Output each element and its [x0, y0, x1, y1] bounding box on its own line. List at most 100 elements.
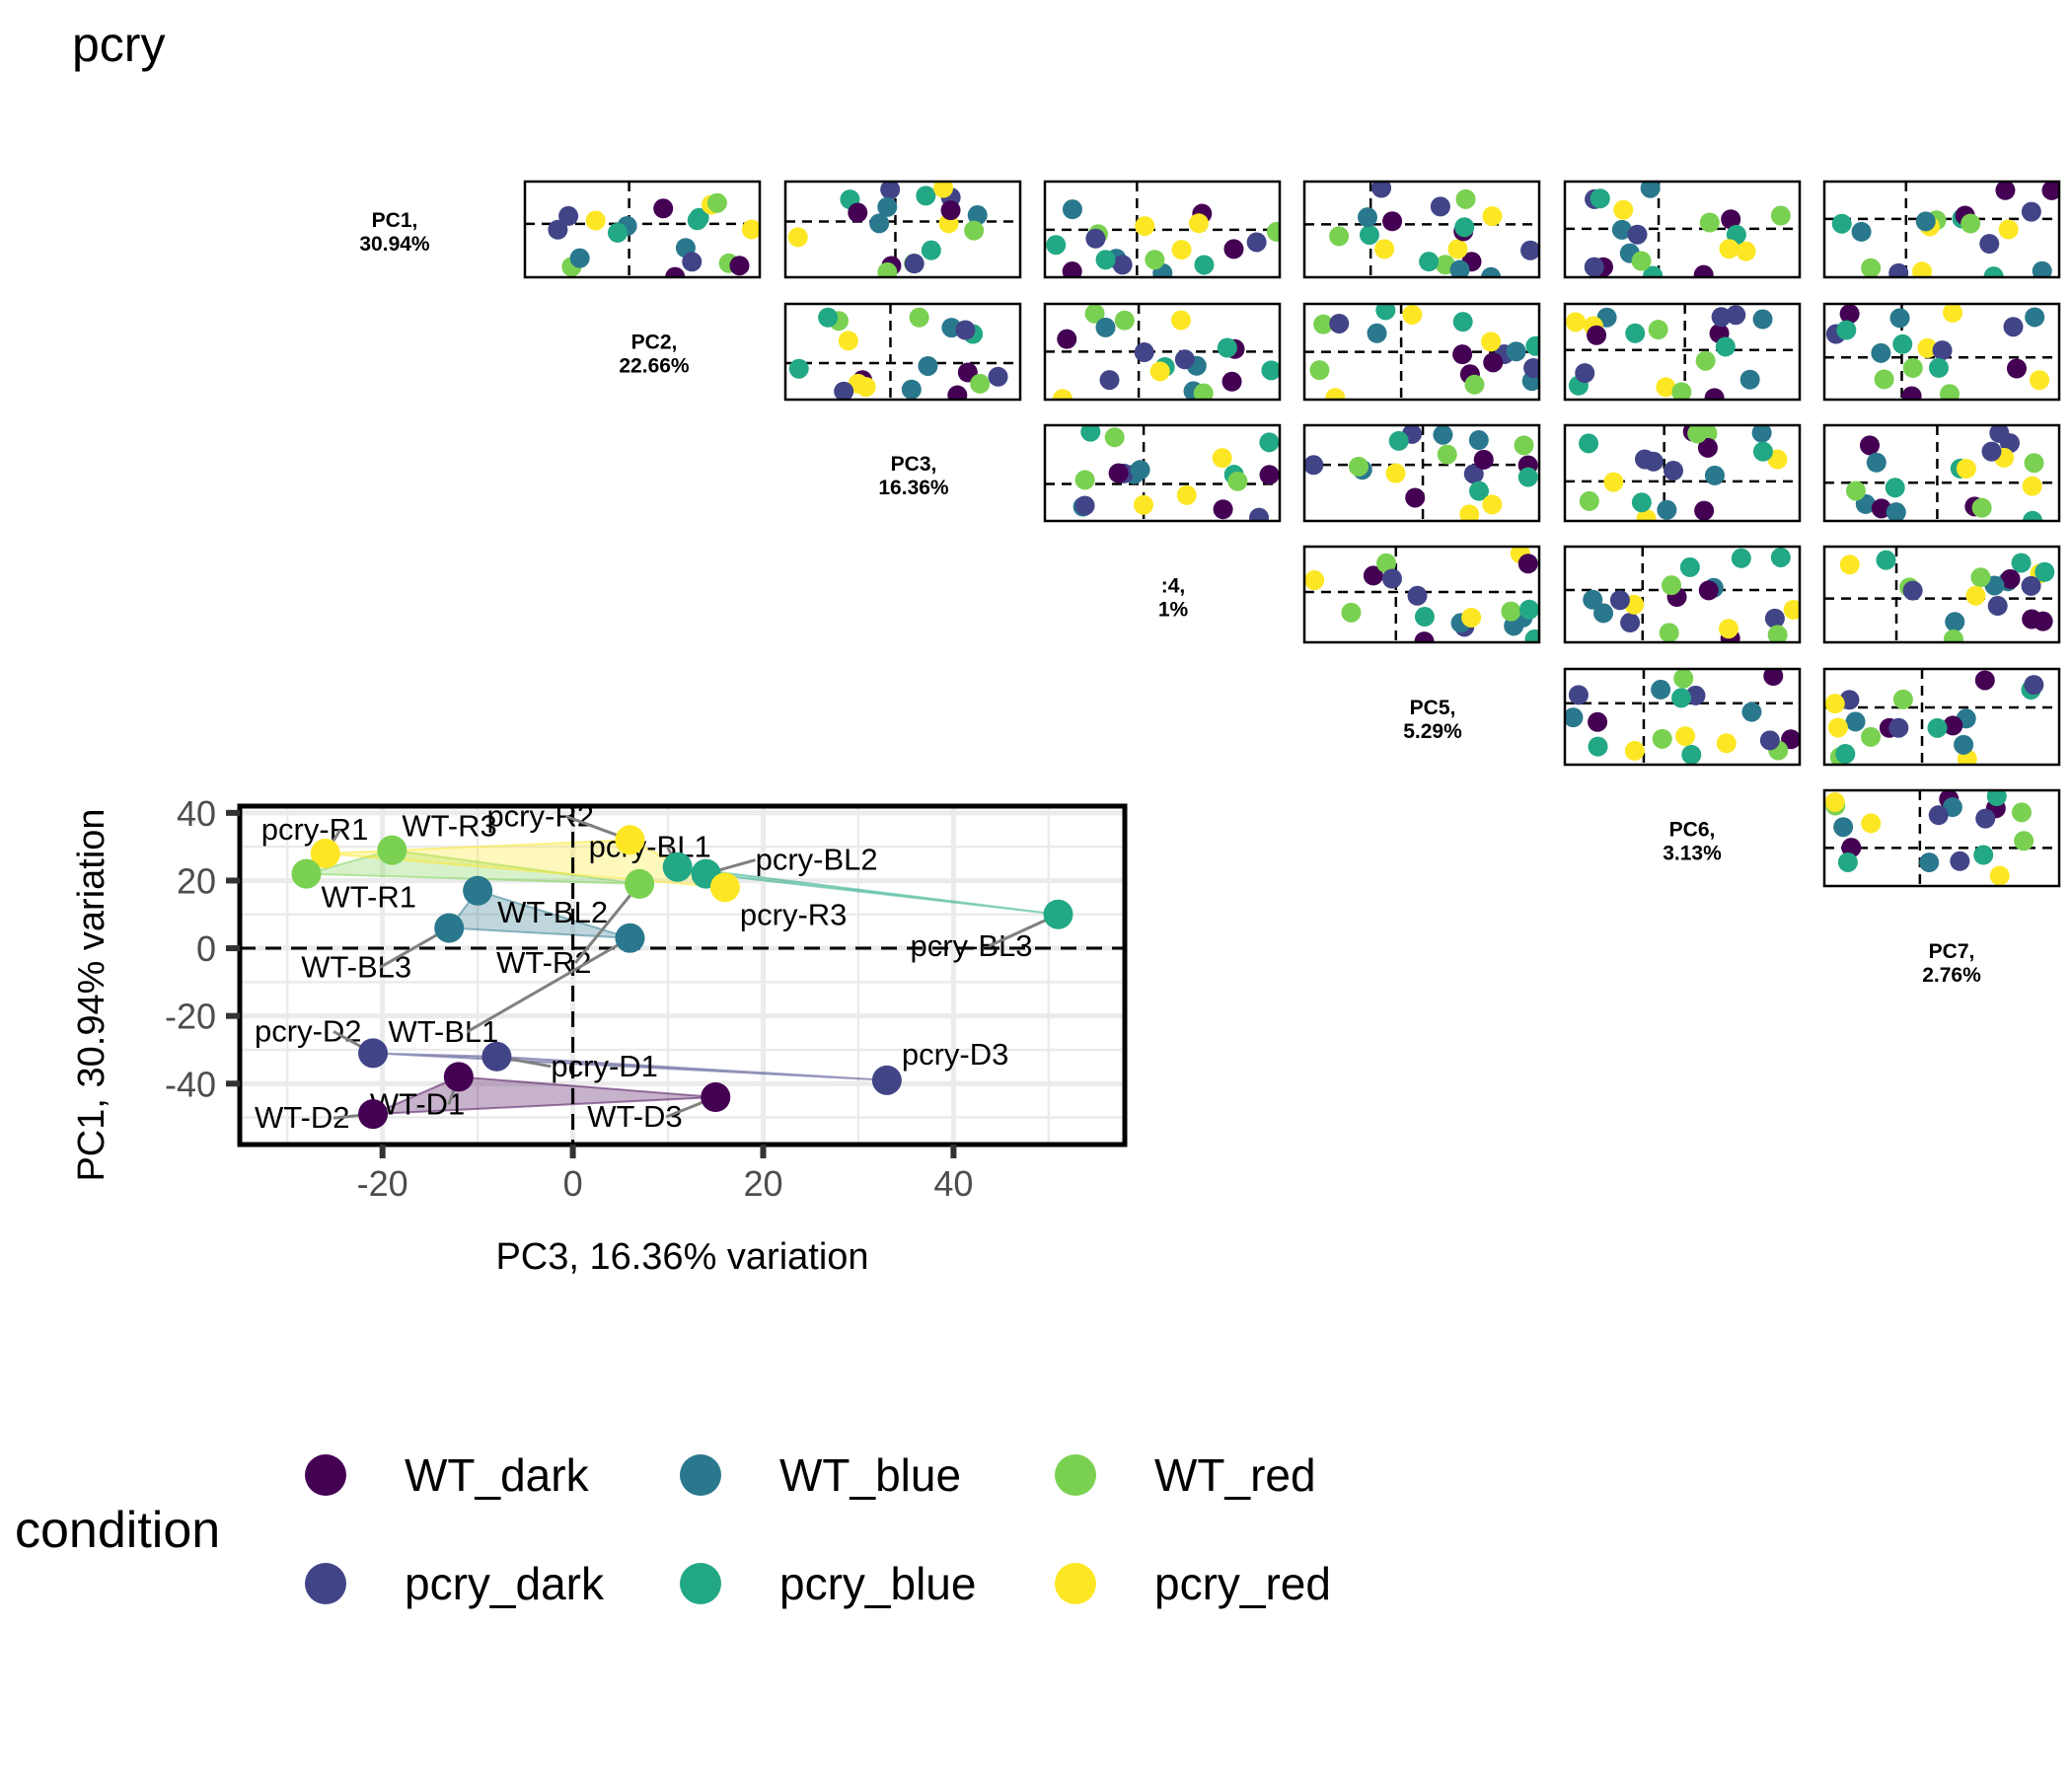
mini-point	[2041, 182, 2059, 200]
mini-point	[1385, 463, 1406, 483]
mini-point	[1482, 494, 1503, 515]
mini-point	[1359, 225, 1379, 246]
pairs-cell	[1302, 302, 1541, 402]
mini-point	[1108, 463, 1129, 483]
mini-point	[1212, 448, 1232, 469]
mini-point	[1170, 310, 1191, 331]
y-tick-label: 40	[177, 793, 216, 834]
mini-point	[1052, 389, 1073, 400]
mini-point	[1659, 623, 1679, 642]
pc-percent: 1%	[1158, 599, 1189, 622]
mini-point	[1965, 585, 1986, 606]
mini-point	[1084, 304, 1105, 324]
mini-point	[1452, 344, 1473, 365]
cell-border	[1822, 180, 2061, 279]
legend-swatch	[1055, 1454, 1096, 1496]
mini-point	[1329, 313, 1350, 333]
cell-border	[1302, 180, 1541, 279]
mini-point	[1194, 255, 1215, 275]
pc-diagonal-label: PC1,30.94%	[359, 209, 430, 256]
mini-point	[1104, 427, 1125, 448]
mini-point	[1367, 323, 1387, 343]
mini-point	[877, 261, 898, 277]
mini-point	[682, 252, 703, 272]
mini-point	[1759, 730, 1780, 751]
mini-point	[1566, 312, 1587, 333]
mini-point	[1675, 726, 1696, 747]
legend: condition WT_dark WT_blue WT_red pcry_dark p…	[15, 1449, 1331, 1609]
mini-point	[1943, 629, 1963, 642]
mini-point	[1112, 255, 1133, 275]
mini-point	[1261, 360, 1280, 381]
mini-point	[1719, 239, 1739, 259]
mini-point	[1716, 733, 1737, 754]
cell-border	[1563, 423, 1802, 523]
mini-point	[2011, 802, 2032, 823]
mini-point	[1482, 206, 1503, 227]
legend-label: WT_blue	[779, 1449, 961, 1501]
mini-point	[1481, 266, 1502, 277]
mini-point	[947, 385, 968, 400]
mini-point	[1213, 499, 1233, 520]
mini-point	[1171, 240, 1192, 260]
legend-entry: WT_blue	[680, 1449, 961, 1501]
point-label: WT-BL3	[301, 949, 411, 984]
mini-point	[1134, 494, 1154, 515]
mini-point	[1764, 608, 1785, 629]
data-point	[310, 839, 340, 869]
legend-entry: WT_red	[1055, 1449, 1316, 1501]
cell-border	[783, 302, 1022, 402]
mini-point	[1517, 467, 1538, 487]
mini-point	[1309, 360, 1330, 381]
mini-point	[1313, 314, 1334, 334]
data-point	[443, 1062, 474, 1092]
mini-point	[1635, 449, 1656, 470]
pairs-cell	[783, 180, 1022, 279]
mini-point	[1611, 219, 1632, 240]
mini-point	[1892, 689, 1913, 709]
cell-border	[523, 180, 762, 279]
mini-point	[1911, 261, 1932, 277]
mini-point	[1525, 335, 1539, 356]
data-point	[463, 875, 493, 906]
mini-point	[1402, 304, 1423, 325]
mini-point	[1501, 601, 1521, 622]
mini-point	[1514, 435, 1534, 456]
mini-point	[1824, 694, 1845, 714]
point-label: WT-R3	[402, 809, 496, 844]
mini-point	[877, 196, 898, 217]
mini-point	[1437, 444, 1457, 465]
mini-point	[904, 254, 925, 274]
pc-percent: 16.36%	[878, 477, 949, 499]
mini-point	[1783, 599, 1800, 620]
data-point	[701, 1081, 731, 1112]
mini-point	[1770, 547, 1791, 567]
mini-point	[1663, 461, 1683, 481]
mini-point	[1721, 209, 1741, 230]
mini-point	[1523, 357, 1539, 378]
mini-point	[1824, 791, 1845, 812]
mini-point	[2024, 453, 2044, 474]
pairs-cell	[1563, 423, 1802, 523]
mini-point	[1945, 612, 1965, 632]
mini-point	[1221, 371, 1242, 392]
mini-point	[855, 377, 876, 398]
y-tick-label: -40	[165, 1064, 216, 1104]
mini-point	[1590, 188, 1610, 209]
mini-point	[1950, 851, 1970, 871]
data-point	[662, 851, 693, 882]
mini-point	[1217, 337, 1237, 358]
mini-point	[1652, 728, 1672, 749]
mini-point	[788, 358, 809, 379]
pairs-cell	[1043, 180, 1282, 279]
mini-point	[1259, 432, 1280, 453]
mini-point	[1609, 590, 1630, 611]
mini-point	[1568, 685, 1589, 705]
mini-point	[1657, 499, 1677, 520]
x-tick-label: 0	[563, 1163, 583, 1204]
mini-point	[1381, 568, 1402, 589]
mini-point	[1174, 349, 1195, 370]
y-axis-title: PC1, 30.94% variation	[71, 808, 112, 1181]
mini-point	[1752, 309, 1773, 330]
